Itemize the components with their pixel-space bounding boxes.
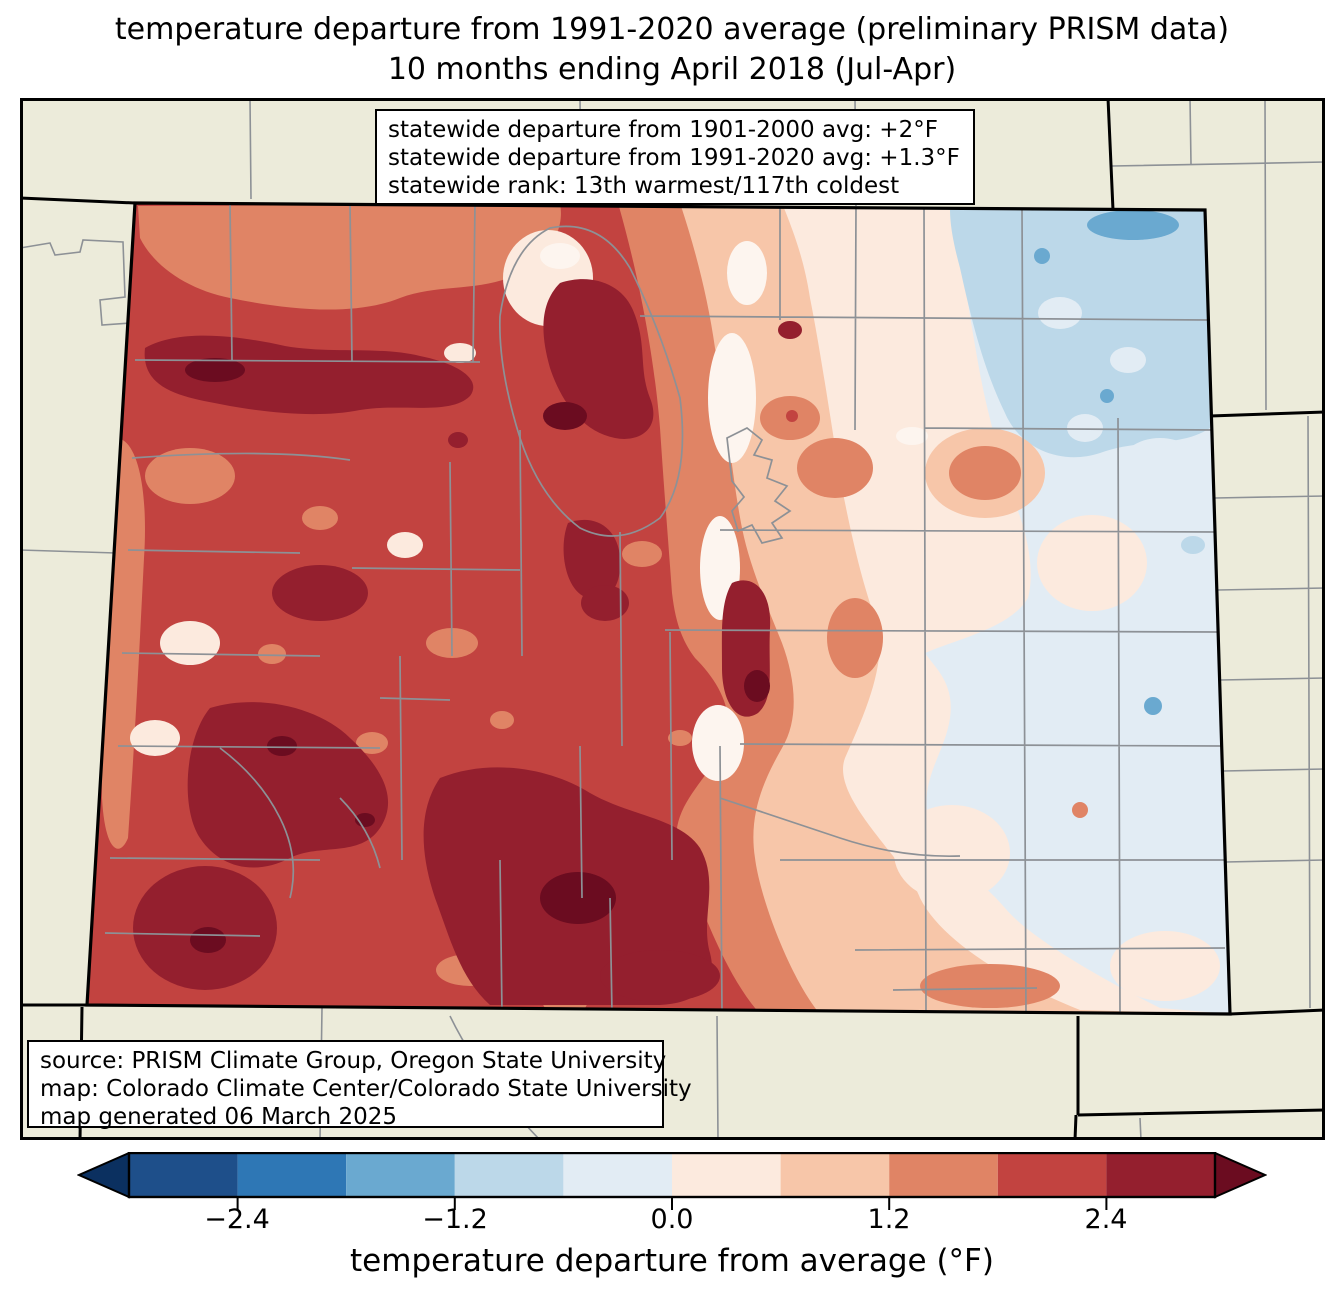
stats-line-1901-2000: statewide departure from 1901-2000 avg: … [388, 117, 938, 143]
plot-frame [20, 98, 1325, 1140]
contour-blobs-maroon [133, 279, 802, 1005]
colorbar-tick-0.0: 0.0 [650, 1204, 694, 1235]
colorbar-tick-1.2: 1.2 [867, 1204, 911, 1235]
contour-white-core-northpark [540, 243, 580, 269]
page-title-line2: 10 months ending April 2018 (Jul-Apr) [387, 52, 957, 87]
contour-white-spots [396, 239, 928, 781]
colorbar-tick-2.4: 2.4 [1084, 1204, 1128, 1235]
colorbar-segments [129, 1153, 1215, 1197]
stats-line-rank: statewide rank: 13th warmest/117th colde… [388, 173, 900, 199]
colorbar-over-arrow [1214, 1152, 1267, 1199]
page-title-line1: temperature departure from 1991-2020 ave… [114, 12, 1230, 47]
contour-spots-midblue [1034, 210, 1179, 715]
source-box: source: PRISM Climate Group, Oregon Stat… [27, 1040, 692, 1130]
contour-spots-salmon [101, 204, 1088, 1014]
source-line: source: PRISM Climate Group, Oregon Stat… [40, 1048, 667, 1074]
temperature-contours [87, 203, 1230, 1014]
colorbar-tick-neg2.4: −2.4 [204, 1204, 270, 1235]
colorado-county-lines [104, 203, 1226, 1014]
colorbar-axis-label: temperature departure from average (°F) [350, 1243, 994, 1279]
contour-spots-red [786, 410, 798, 422]
colorbar-under-arrow [77, 1152, 130, 1199]
stats-line-1991-2020: statewide departure from 1991-2020 avg: … [388, 145, 960, 171]
colorbar-tick-marks [236, 1197, 1108, 1210]
contour-blob-lightblue-ne [950, 210, 1211, 554]
colorado-map [20, 98, 1325, 1140]
contour-cores-darkest [185, 358, 770, 953]
generated-date-line: map generated 06 March 2025 [40, 1104, 398, 1130]
colorado-state-border [85, 201, 1232, 1016]
statewide-stats-box: statewide departure from 1901-2000 avg: … [375, 109, 975, 205]
colorbar-tick-neg1.2: −1.2 [422, 1204, 488, 1235]
map-credit-line: map: Colorado Climate Center/Colorado St… [40, 1076, 692, 1102]
contour-spots-paleblue [1038, 297, 1202, 502]
colorbar [77, 1152, 1267, 1210]
